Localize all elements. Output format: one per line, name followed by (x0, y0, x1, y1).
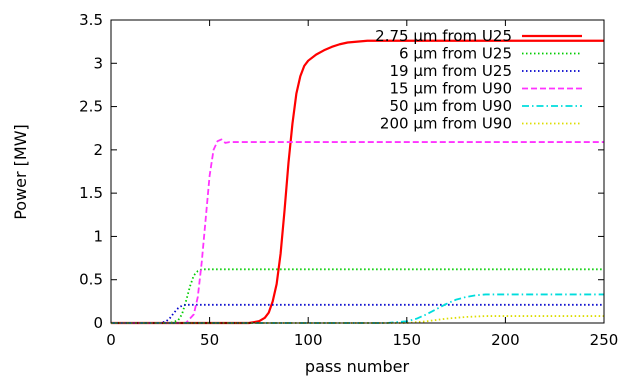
legend-label-5: 50 μm from U90 (389, 97, 512, 115)
y-tick-label: 1 (93, 227, 103, 245)
y-tick-label: 1.5 (79, 184, 103, 202)
legend-label-3: 19 μm from U25 (389, 62, 512, 80)
plot-area (111, 20, 604, 323)
legend-label-1: 2.75 μm from U25 (375, 27, 512, 45)
y-tick-label: 2 (93, 141, 103, 159)
x-tick-label: 250 (590, 331, 619, 349)
x-tick-label: 150 (392, 331, 421, 349)
y-tick-label: 3 (93, 54, 103, 72)
y-tick-label: 2.5 (79, 98, 103, 116)
x-tick-label: 100 (294, 331, 323, 349)
y-tick-label: 0.5 (79, 271, 103, 289)
series-line-3 (111, 303, 604, 324)
x-tick-label: 50 (200, 331, 219, 349)
legend-label-6: 200 μm from U90 (380, 115, 512, 133)
series-line-1 (111, 39, 604, 325)
y-tick-label: 3.5 (79, 11, 103, 29)
y-tick-label: 0 (93, 314, 103, 332)
series-line-4 (111, 138, 604, 324)
x-tick-label: 200 (491, 331, 520, 349)
axes-layer: 0 50 100 150 200 250 0 0.5 1 1.5 2 2.5 3 3.5 (79, 11, 618, 349)
x-tick-label: 0 (106, 331, 116, 349)
series-layer (111, 39, 604, 325)
series-line-5 (111, 293, 604, 324)
legend-label-4: 15 μm from U90 (389, 80, 512, 98)
plot-frame (110, 19, 605, 324)
legend-label-2: 6 μm from U25 (399, 45, 512, 63)
plot-background (111, 20, 604, 323)
y-axis-label: Power [MW] (11, 124, 30, 220)
x-axis-label: pass number (305, 357, 410, 376)
